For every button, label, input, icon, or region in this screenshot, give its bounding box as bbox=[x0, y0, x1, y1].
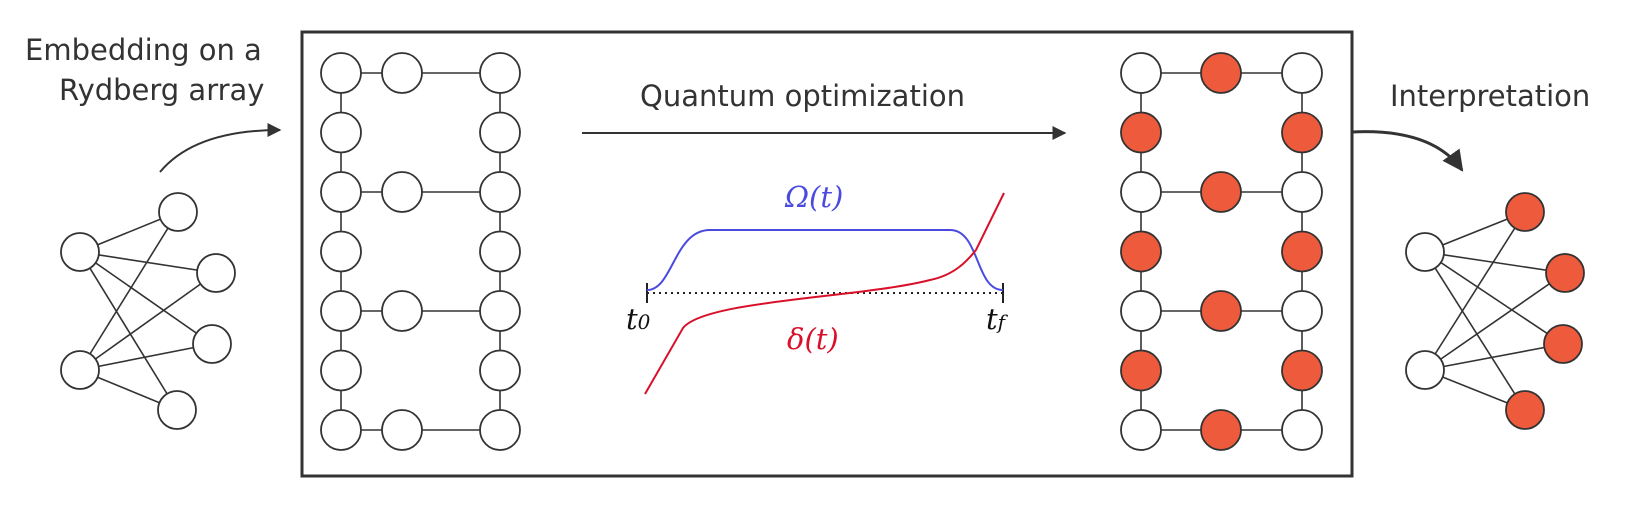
tf-label: tf bbox=[986, 302, 1005, 339]
array-solution-atom-excited bbox=[1281, 111, 1323, 154]
quantum-optimization-label: Quantum optimization bbox=[640, 79, 966, 113]
array-solution-atom-excited bbox=[1281, 230, 1323, 273]
array-initial-atom bbox=[320, 349, 362, 392]
omega-label: Ω(t) bbox=[785, 180, 844, 214]
array-solution-atom-excited bbox=[1281, 349, 1323, 392]
output-graph-edge bbox=[1424, 251, 1526, 411]
t0-label: t0 bbox=[626, 302, 650, 339]
input-graph-atom bbox=[196, 253, 236, 293]
embedding-label-line2: Rydberg array bbox=[59, 73, 265, 107]
input-graph-edge bbox=[79, 251, 217, 274]
array-initial-atom bbox=[381, 409, 423, 451]
input-graph bbox=[60, 192, 236, 430]
interpretation-arrow bbox=[1351, 130, 1464, 172]
array-initial-atom bbox=[479, 349, 521, 392]
t0-subscript: 0 bbox=[637, 310, 651, 334]
embedding-label-line1: Embedding on a bbox=[25, 33, 262, 67]
interpretation-label: Interpretation bbox=[1390, 79, 1591, 113]
t0-base: t bbox=[626, 302, 638, 336]
output-graph bbox=[1405, 192, 1585, 430]
array-initial-atom bbox=[320, 230, 362, 273]
input-graph-edge bbox=[79, 211, 179, 371]
input-graph-edge bbox=[79, 343, 213, 371]
array-initial-atom bbox=[381, 52, 423, 94]
output-graph-edge bbox=[1424, 251, 1564, 345]
tf-base: t bbox=[986, 302, 998, 336]
array-solution-atom-excited bbox=[1200, 52, 1242, 94]
array-solution-atom bbox=[1120, 52, 1162, 94]
output-graph-atom-excited bbox=[1505, 390, 1545, 430]
array-initial-atom bbox=[381, 290, 423, 332]
delta-label: δ(t) bbox=[787, 322, 839, 356]
output-graph-atom bbox=[1405, 232, 1445, 272]
array-solution-atom bbox=[1281, 409, 1323, 451]
array-solution-atom-excited bbox=[1200, 290, 1242, 332]
array-initial-atom bbox=[479, 409, 521, 451]
array-solution-atom-excited bbox=[1120, 349, 1162, 392]
output-graph-atom-excited bbox=[1545, 253, 1585, 293]
input-graph-atom bbox=[158, 192, 198, 232]
array-solution-atom bbox=[1281, 290, 1323, 332]
rydberg-array-initial bbox=[320, 52, 521, 451]
input-graph-edge bbox=[79, 251, 178, 411]
output-graph-atom bbox=[1405, 350, 1445, 390]
output-graph-edge bbox=[1424, 211, 1526, 371]
optimization-frame bbox=[300, 30, 1354, 478]
input-graph-atom bbox=[157, 390, 197, 430]
array-solution-atom bbox=[1120, 409, 1162, 451]
array-initial-atom bbox=[320, 409, 362, 451]
array-solution-atom-excited bbox=[1120, 230, 1162, 273]
input-graph-atom bbox=[60, 232, 100, 272]
input-graph-atom bbox=[60, 350, 100, 390]
embedding-arrow bbox=[159, 123, 282, 173]
output-graph-atom-excited bbox=[1543, 324, 1583, 364]
output-graph-edge bbox=[1424, 251, 1566, 274]
array-solution-atom bbox=[1281, 52, 1323, 94]
output-graph-atom-excited bbox=[1505, 192, 1545, 232]
array-solution-atom bbox=[1281, 171, 1323, 213]
array-solution-atom-excited bbox=[1200, 171, 1242, 213]
input-graph-edge bbox=[79, 272, 217, 371]
array-initial-atom bbox=[320, 290, 362, 332]
pulse-schedule-plot bbox=[644, 192, 1005, 395]
omega-pulse-curve bbox=[646, 229, 1004, 291]
output-graph-edge bbox=[1424, 343, 1564, 371]
array-solution-atom-excited bbox=[1120, 111, 1162, 154]
delta-pulse-curve bbox=[644, 192, 1005, 395]
rydberg-array-solution bbox=[1120, 52, 1323, 451]
array-initial-atom bbox=[479, 52, 521, 94]
array-initial-atom bbox=[320, 171, 362, 213]
array-solution-atom bbox=[1120, 171, 1162, 213]
input-graph-edge bbox=[79, 251, 213, 345]
array-initial-atom bbox=[320, 111, 362, 154]
input-graph-atom bbox=[192, 324, 232, 364]
array-initial-atom bbox=[479, 290, 521, 332]
array-solution-atom-excited bbox=[1200, 409, 1242, 451]
array-initial-atom bbox=[320, 52, 362, 94]
array-initial-atom bbox=[479, 171, 521, 213]
array-solution-atom bbox=[1120, 290, 1162, 332]
output-graph-edge bbox=[1424, 272, 1566, 371]
array-initial-atom bbox=[479, 230, 521, 273]
array-initial-atom bbox=[381, 171, 423, 213]
array-initial-atom bbox=[479, 111, 521, 154]
tf-subscript: f bbox=[997, 310, 1006, 334]
